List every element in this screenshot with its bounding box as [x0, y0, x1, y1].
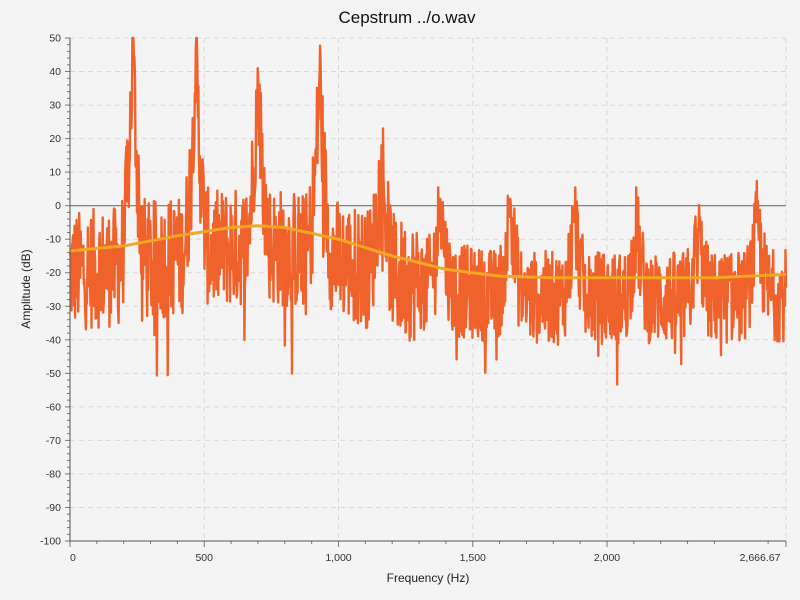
y-tick-label: -90 [46, 502, 61, 514]
y-tick-label: -60 [46, 401, 61, 413]
y-tick-label: -20 [46, 267, 61, 279]
series-cepstrum-line [68, 36, 788, 386]
y-tick-label: -80 [46, 468, 61, 480]
x-tick-label: 1,500 [460, 552, 486, 564]
x-tick-label: 0 [70, 552, 76, 564]
x-tick-label: 2,000 [594, 552, 620, 564]
series-smoothed-line [69, 224, 787, 280]
axes: -100-90-80-70-60-50-40-30-20-10010203040… [40, 33, 787, 564]
y-tick-label: 10 [49, 167, 61, 179]
y-tick-label: 50 [49, 33, 61, 45]
y-tick-label: 40 [49, 66, 61, 78]
x-tick-label: 1,000 [325, 552, 351, 564]
y-tick-label: 20 [49, 133, 61, 145]
y-axis-label: Amplitude (dB) [19, 249, 33, 328]
plot-area [68, 36, 788, 386]
y-tick-label: -70 [46, 435, 61, 447]
y-tick-label: 30 [49, 100, 61, 112]
x-axis-label: Frequency (Hz) [387, 571, 470, 585]
chart-title: Cepstrum ../o.wav [339, 8, 476, 27]
x-tick-label: 500 [195, 552, 213, 564]
x-tick-label: 2,666.67 [740, 552, 781, 564]
y-tick-label: -100 [40, 536, 61, 548]
y-tick-label: -30 [46, 301, 61, 313]
y-tick-label: -50 [46, 368, 61, 380]
y-tick-label: -10 [46, 234, 61, 246]
y-tick-label: 0 [55, 200, 61, 212]
y-tick-label: -40 [46, 334, 61, 346]
